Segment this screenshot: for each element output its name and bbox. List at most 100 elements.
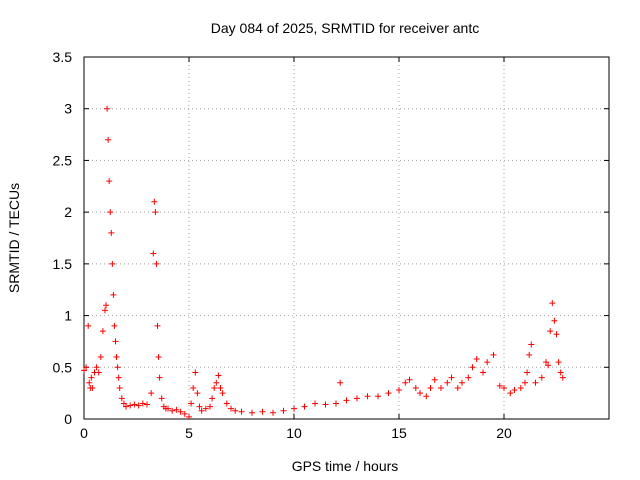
data-point [522, 379, 528, 386]
data-point [153, 260, 160, 267]
data-point [89, 384, 96, 391]
data-point [115, 374, 122, 381]
y-tick-label: 3.5 [53, 49, 73, 65]
grid [84, 57, 609, 419]
data-point [135, 402, 142, 409]
data-point [333, 400, 339, 407]
data-point [238, 408, 245, 415]
data-point [427, 384, 434, 391]
data-point [547, 328, 554, 335]
data-point [116, 384, 123, 391]
data-point [155, 353, 162, 360]
data-point [103, 302, 110, 309]
data-point [114, 364, 121, 371]
data-point [396, 387, 402, 394]
data-point [102, 307, 108, 314]
data-point [85, 322, 92, 329]
data-point [213, 379, 220, 386]
data-point [86, 379, 93, 386]
data-point [219, 390, 226, 397]
y-tick-label: 0 [64, 411, 72, 427]
data-point [259, 408, 266, 415]
data-point [97, 353, 104, 360]
data-point [120, 400, 127, 407]
data-point [123, 403, 129, 410]
data-point [165, 405, 171, 412]
data-point [385, 390, 392, 397]
data-point [375, 393, 381, 400]
data-point [151, 198, 158, 205]
y-tick-label: 1.5 [53, 256, 73, 272]
y-tick-label: 2 [64, 204, 72, 220]
data-point [198, 407, 205, 414]
data-point [431, 376, 438, 383]
x-tick-label: 10 [286, 425, 302, 441]
y-tick-label: 1 [64, 308, 72, 324]
data-point [343, 397, 350, 404]
data-point [181, 410, 188, 417]
data-point [249, 409, 255, 416]
data-point [139, 400, 146, 407]
data-point [211, 384, 218, 391]
x-tick-label: 0 [80, 425, 88, 441]
data-point [177, 408, 184, 415]
data-point [496, 382, 503, 389]
data-point [459, 379, 465, 386]
data-point [207, 403, 213, 410]
x-axis-label: GPS time / hours [292, 458, 399, 474]
y-tick-label: 2.5 [53, 152, 73, 168]
y-tick-label: 3 [64, 101, 72, 117]
data-point [545, 362, 552, 369]
data-point [454, 384, 461, 391]
data-point [364, 393, 371, 400]
data-point [113, 353, 120, 360]
data-point [291, 405, 297, 412]
data-point [511, 387, 518, 394]
data-point [354, 395, 360, 402]
data-point [559, 374, 566, 381]
data-point [154, 322, 161, 329]
data-point [322, 401, 329, 408]
data-point [538, 374, 545, 381]
y-axis-label: SRMTID / TECUs [6, 183, 22, 293]
data-point [543, 359, 549, 366]
data-point [517, 384, 524, 391]
data-point [217, 384, 224, 391]
data-point [109, 260, 116, 267]
data-point [480, 369, 486, 376]
data-point [417, 390, 423, 397]
data-point [196, 403, 203, 410]
data-point [112, 338, 119, 345]
data-point [104, 105, 111, 112]
data-point [158, 395, 165, 402]
y-tick-label: 0.5 [53, 359, 73, 375]
data-point [524, 369, 531, 376]
data-point [555, 359, 562, 366]
x-tick-label: 20 [496, 425, 512, 441]
data-point [105, 136, 112, 143]
data-point [232, 407, 239, 414]
data-point [490, 351, 497, 358]
data-point [551, 317, 558, 324]
data-point [99, 328, 106, 335]
data-point [188, 400, 195, 407]
data-point [223, 400, 230, 407]
data-point [156, 374, 163, 381]
data-point [144, 401, 150, 408]
data-point [312, 400, 318, 407]
data-point [186, 413, 192, 420]
data-point [118, 395, 125, 402]
data-point [469, 364, 476, 371]
data-point [131, 401, 138, 408]
data-point [152, 209, 159, 216]
data-point [88, 374, 95, 381]
data-point [110, 291, 117, 298]
data-point [111, 322, 118, 329]
data-point [280, 407, 287, 414]
data-point [215, 372, 222, 379]
data-points [81, 105, 566, 420]
plot-frame [83, 56, 610, 420]
data-point [173, 406, 180, 413]
data-point [528, 341, 535, 348]
